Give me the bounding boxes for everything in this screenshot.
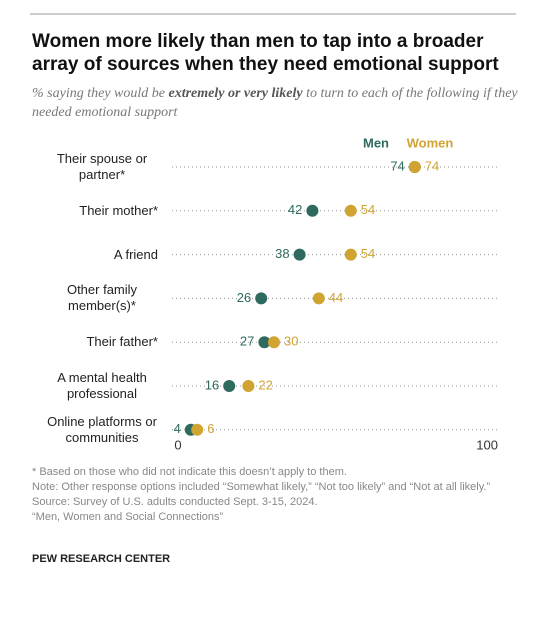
category-label: A mental health professional — [30, 364, 158, 408]
subtitle-text: % saying they would be — [32, 86, 169, 101]
category-text: A mental health professional — [57, 370, 147, 401]
note-line: “Men, Women and Social Connections” — [32, 511, 224, 523]
value-label: 44 — [329, 290, 343, 305]
category-label: A friend — [30, 233, 158, 277]
value-label: 74 — [425, 158, 439, 173]
dot — [242, 380, 255, 392]
chart-subtitle: % saying they would be extremely or very… — [32, 84, 522, 122]
category-text: Other family member(s)* — [66, 282, 138, 314]
value-label: 16 — [205, 377, 219, 392]
value-label: 4 — [174, 421, 181, 436]
legend-entry: Women — [407, 135, 454, 150]
value-label: 42 — [288, 202, 302, 217]
dot — [312, 292, 325, 305]
category-text: A friend — [113, 246, 158, 262]
category-label: Other family member(s)* — [30, 276, 158, 320]
value-label: 54 — [361, 202, 375, 217]
note-line: Source: Survey of U.S. adults conducted … — [32, 496, 318, 508]
dot — [268, 336, 280, 349]
dot — [306, 204, 319, 217]
value-label: 22 — [258, 377, 272, 392]
value-label: 27 — [240, 334, 254, 349]
notes: * Based on those who did not indicate th… — [32, 465, 512, 525]
x-tick-label: 0 — [174, 437, 181, 452]
value-label: 54 — [361, 246, 375, 261]
dot — [191, 423, 204, 436]
value-label: 26 — [237, 290, 251, 305]
dot — [344, 248, 357, 261]
value-label: 38 — [275, 246, 289, 261]
subtitle-emphasis: extremely or very likely — [168, 86, 303, 101]
dot — [293, 248, 306, 261]
category-label: Their spouse or partner* — [30, 145, 158, 189]
dot — [258, 336, 271, 349]
x-tick-label: 100 — [476, 437, 498, 452]
dot — [255, 292, 268, 305]
note-line: Note: Other response options included “S… — [32, 481, 491, 493]
category-text: Their spouse or partner* — [56, 151, 148, 182]
category-text: Their mother* — [79, 202, 158, 218]
dot — [408, 161, 421, 173]
category-text: Online platforms or communities — [47, 413, 157, 445]
value-label: 30 — [284, 334, 298, 349]
note-line: * Based on those who did not indicate th… — [32, 466, 347, 478]
subtitle-text: to turn to each of the following if they… — [32, 86, 518, 120]
category-label: Their father* — [30, 320, 158, 364]
value-label: 6 — [207, 421, 214, 436]
source: PEW RESEARCH CENTER — [32, 553, 171, 565]
chart-title: Women more likely than men to tap into a… — [32, 31, 499, 75]
category-label: Their mother* — [30, 189, 158, 233]
category-text: Their father* — [86, 334, 158, 350]
value-label: 74 — [390, 158, 404, 173]
legend-entry: Men — [363, 135, 389, 150]
dot — [223, 380, 236, 392]
category-label: Online platforms or communities — [30, 408, 158, 452]
dot — [344, 204, 357, 217]
